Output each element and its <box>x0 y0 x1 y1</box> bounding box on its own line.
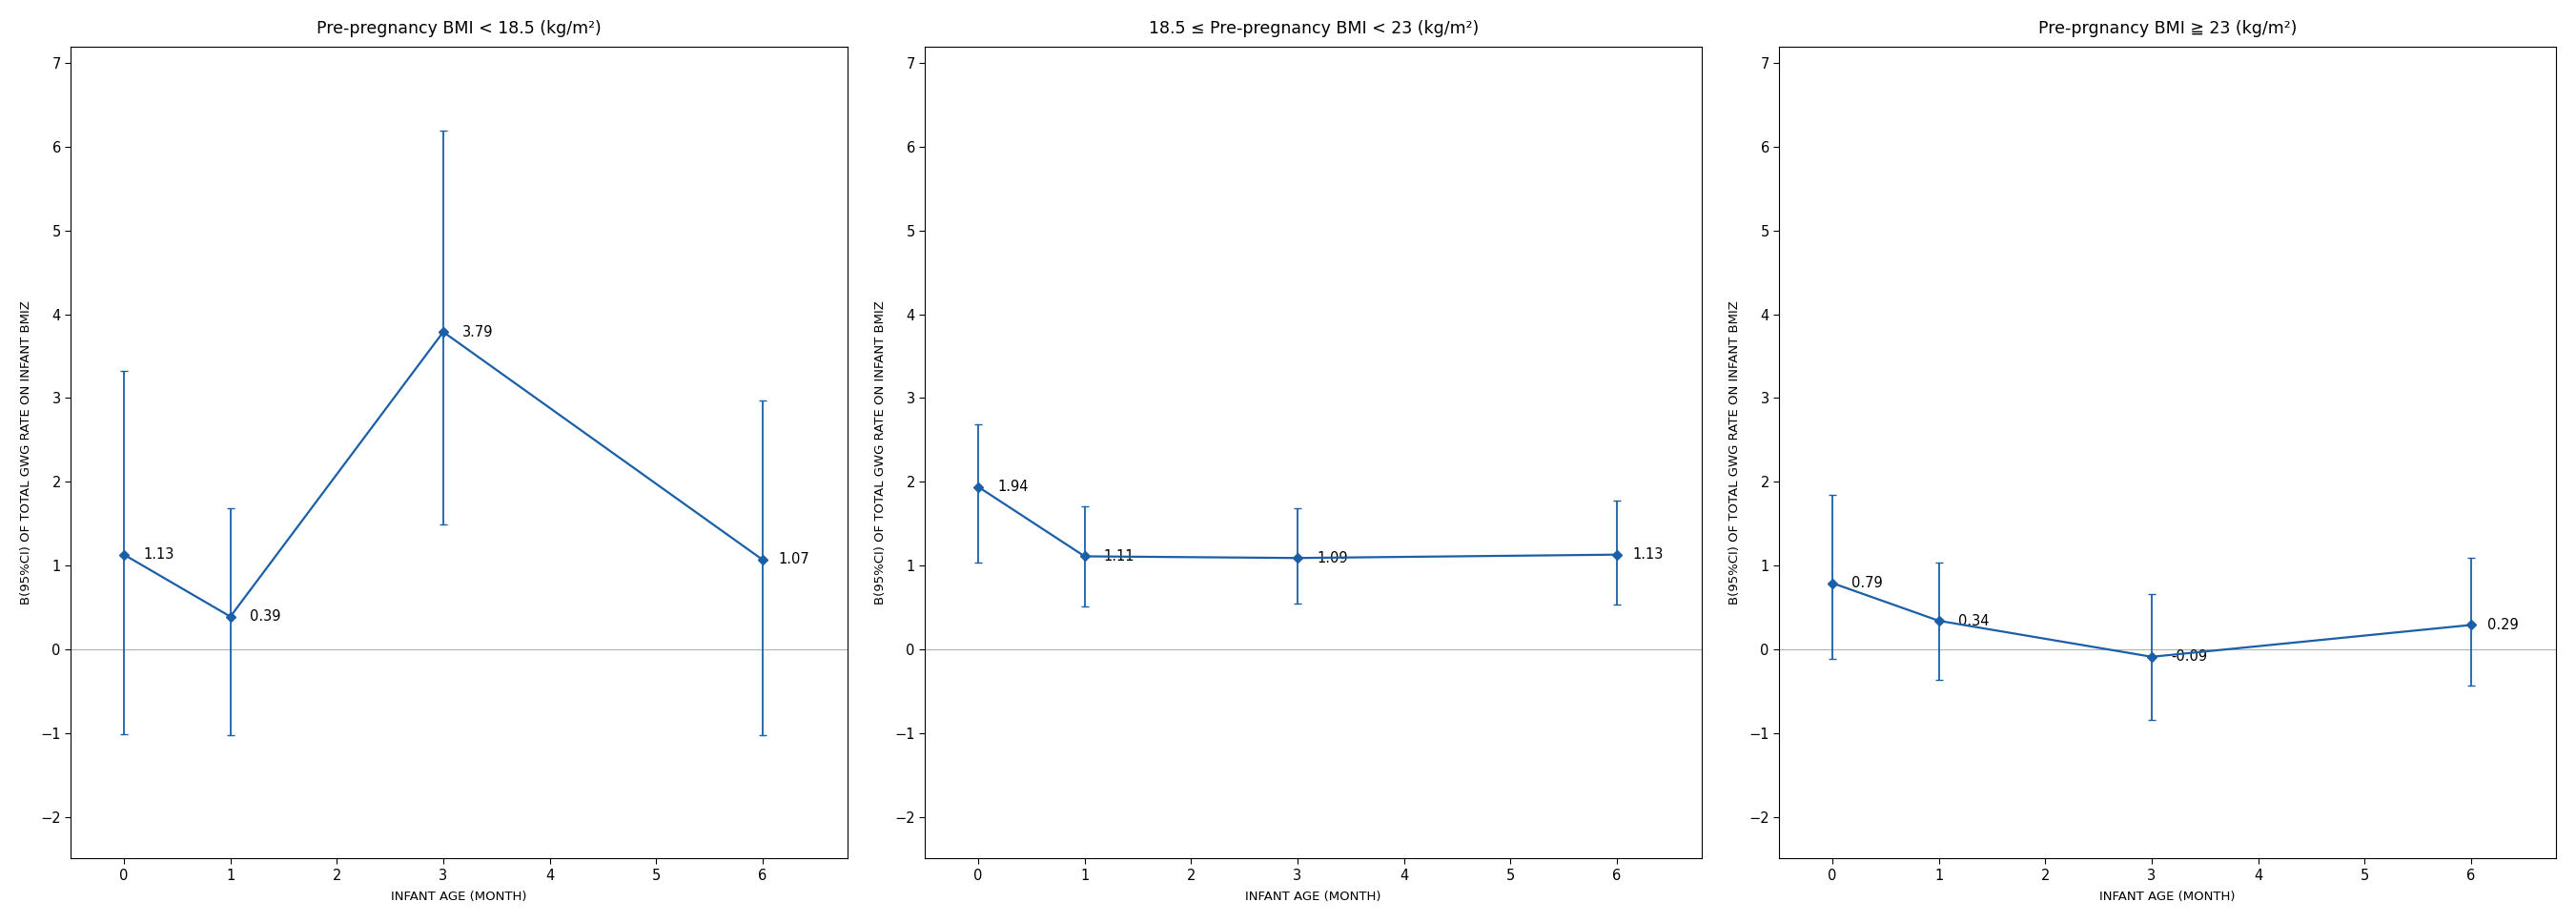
Text: 1.09: 1.09 <box>1316 551 1347 565</box>
Text: 1.13: 1.13 <box>144 547 175 562</box>
Text: -0.09: -0.09 <box>2172 650 2208 664</box>
Text: 0.29: 0.29 <box>2486 617 2519 632</box>
Text: 3.79: 3.79 <box>461 325 495 339</box>
Y-axis label: B(95%CI) OF TOTAL GWG RATE ON INFANT BMIZ: B(95%CI) OF TOTAL GWG RATE ON INFANT BMI… <box>21 301 33 605</box>
Title: 18.5 ≤ Pre-pregnancy BMI < 23 (kg/m²): 18.5 ≤ Pre-pregnancy BMI < 23 (kg/m²) <box>1149 20 1479 37</box>
Text: 1.13: 1.13 <box>1633 547 1664 562</box>
Text: 0.39: 0.39 <box>250 609 281 624</box>
Text: 1.94: 1.94 <box>997 480 1028 494</box>
Title: Pre-pregnancy BMI < 18.5 (kg/m²): Pre-pregnancy BMI < 18.5 (kg/m²) <box>317 20 603 37</box>
Text: 0.34: 0.34 <box>1958 614 1989 628</box>
Y-axis label: B(95%CI) OF TOTAL GWG RATE ON INFANT BMIZ: B(95%CI) OF TOTAL GWG RATE ON INFANT BMI… <box>1728 301 1741 605</box>
X-axis label: INFANT AGE (MONTH): INFANT AGE (MONTH) <box>1247 891 1381 903</box>
X-axis label: INFANT AGE (MONTH): INFANT AGE (MONTH) <box>392 891 528 903</box>
Text: 0.79: 0.79 <box>1852 576 1883 591</box>
Y-axis label: B(95%CI) OF TOTAL GWG RATE ON INFANT BMIZ: B(95%CI) OF TOTAL GWG RATE ON INFANT BMI… <box>873 301 886 605</box>
Text: 1.07: 1.07 <box>778 553 809 567</box>
Text: 1.11: 1.11 <box>1103 549 1136 563</box>
Title: Pre-prgnancy BMI ≧ 23 (kg/m²): Pre-prgnancy BMI ≧ 23 (kg/m²) <box>2038 20 2298 37</box>
X-axis label: INFANT AGE (MONTH): INFANT AGE (MONTH) <box>2099 891 2236 903</box>
